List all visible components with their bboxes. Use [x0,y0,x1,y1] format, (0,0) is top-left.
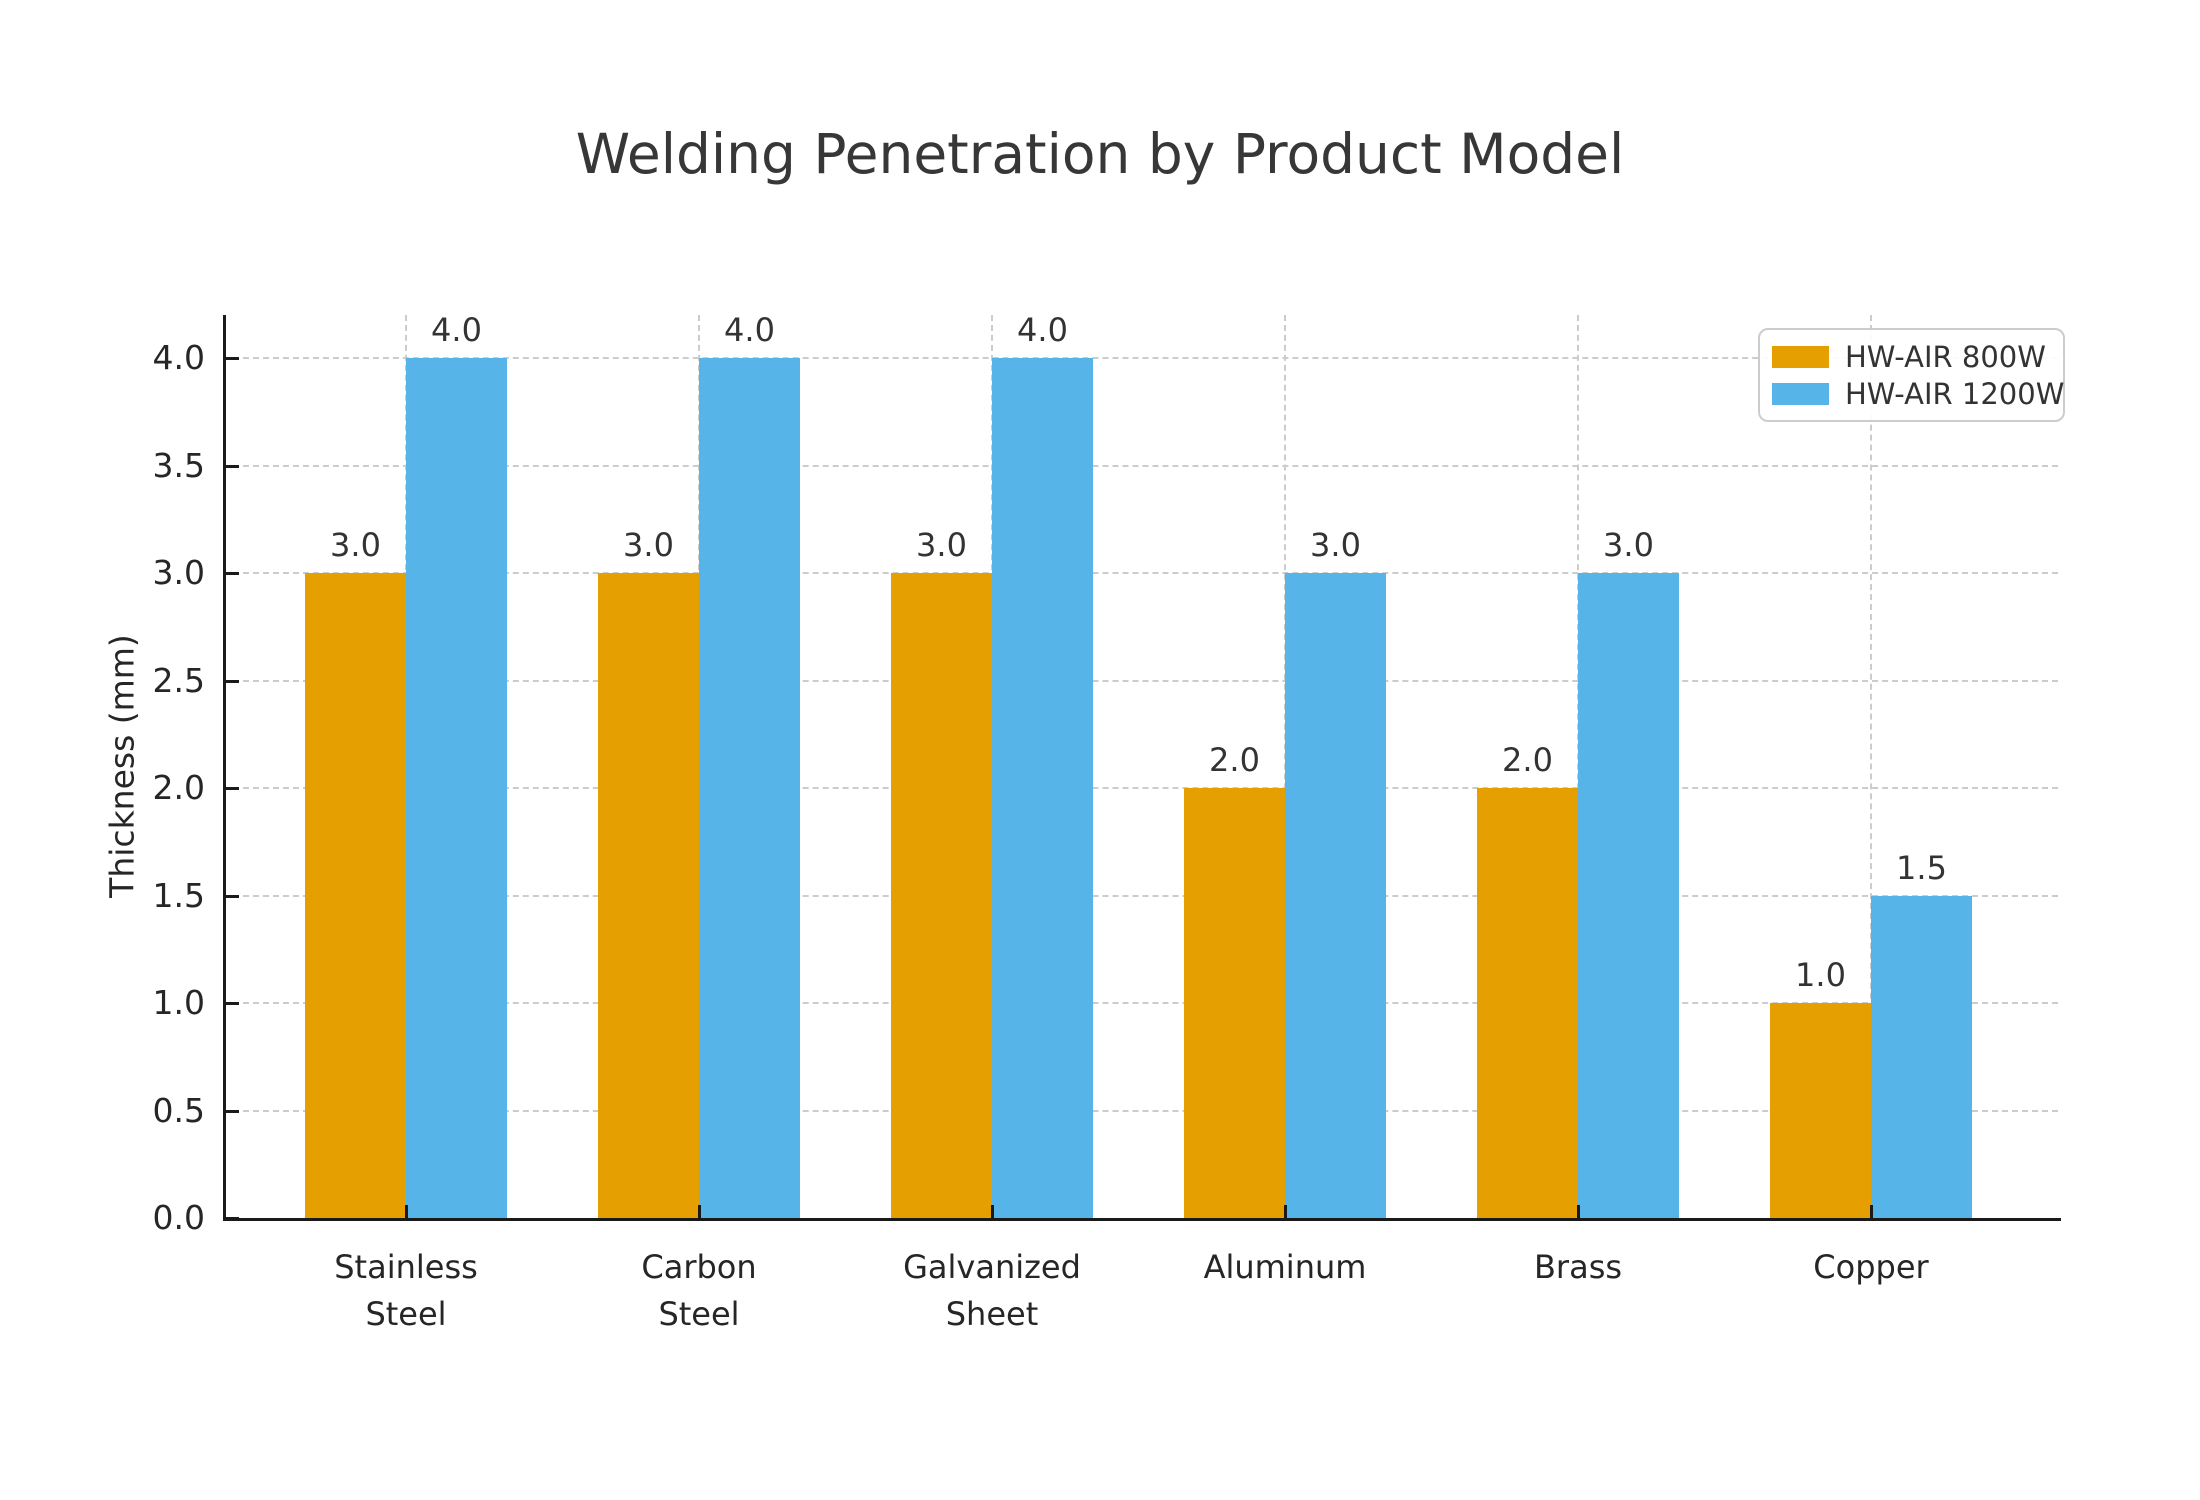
y-tick-mark [226,1002,239,1005]
x-tick-label: Steel [365,1295,447,1333]
y-tick-mark [226,572,239,575]
value-label: 4.0 [1017,311,1068,349]
chart-title: Welding Penetration by Product Model [575,122,1625,186]
h-gridline [223,894,2058,897]
bar [1871,895,1972,1218]
bar [1578,573,1679,1218]
legend: HW-AIR 800W HW-AIR 1200W [1758,328,2065,422]
y-tick-label: 1.5 [152,875,205,915]
value-label: 3.0 [330,526,381,564]
x-tick-mark [991,1205,994,1218]
x-tick-label: Aluminum [1203,1248,1367,1286]
bar [1285,573,1386,1218]
h-gridline [223,357,2058,359]
value-label: 4.0 [724,311,775,349]
y-tick-label: 3.5 [152,445,205,485]
x-tick-label: Stainless [334,1248,478,1286]
x-tick-mark [1870,1205,1873,1218]
y-tick-label: 4.0 [152,338,205,377]
value-label: 3.0 [623,526,674,564]
h-gridline [223,464,2058,467]
x-tick-label: Steel [658,1295,740,1333]
x-tick-mark [698,1205,701,1218]
h-gridline [223,1002,2058,1004]
y-tick-label: 0.5 [152,1090,205,1130]
y-tick-mark [226,464,239,468]
h-gridline [223,679,2058,682]
legend-swatch-1200w [1772,382,1829,405]
y-tick-label: 2.0 [152,768,205,807]
y-tick-mark [226,679,239,683]
y-tick-label: 2.5 [152,660,205,700]
bar [992,358,1093,1218]
value-label: 1.5 [1896,848,1947,887]
x-tick-label: Copper [1813,1248,1929,1286]
value-label: 2.0 [1209,741,1260,779]
bar [1770,1003,1871,1218]
h-gridline [223,1109,2058,1112]
y-tick-label: 3.0 [152,553,205,592]
x-tick-mark [1577,1205,1580,1218]
x-tick-label: Brass [1533,1248,1623,1286]
legend-swatch-800w [1772,345,1829,368]
y-tick-mark [226,357,239,360]
y-tick-label: 0.0 [152,1198,205,1237]
bar [305,573,406,1218]
y-tick-mark [226,1217,239,1220]
y-axis-spine [223,315,226,1221]
legend-item-1200w: HW-AIR 1200W [1772,378,2064,410]
value-label: 1.0 [1795,956,1846,994]
x-tick-label: Galvanized [903,1248,1081,1286]
h-gridline [223,572,2058,574]
x-tick-label: Carbon [641,1248,757,1286]
x-tick-label: Sheet [945,1295,1039,1333]
value-label: 3.0 [1603,526,1654,564]
v-gridline [1870,315,1872,1218]
bar [1477,788,1578,1218]
x-tick-mark [405,1205,408,1218]
bar [406,358,507,1218]
x-axis-spine [223,1218,2061,1221]
legend-label-1200w: HW-AIR 1200W [1845,376,2065,411]
bar [699,358,800,1218]
value-label: 3.0 [916,526,967,564]
value-label: 3.0 [1310,526,1361,564]
value-label: 4.0 [431,311,482,349]
legend-label-800w: HW-AIR 800W [1845,339,2046,374]
legend-item-800w: HW-AIR 800W [1772,341,2051,373]
x-tick-mark [1284,1205,1287,1218]
bar [891,573,992,1218]
bar [598,573,699,1218]
y-tick-mark [226,1109,239,1113]
h-gridline [223,787,2058,789]
bar [1184,788,1285,1218]
y-tick-mark [226,787,239,790]
y-tick-mark [226,894,239,898]
y-tick-label: 1.0 [152,983,205,1022]
value-label: 2.0 [1502,741,1553,779]
